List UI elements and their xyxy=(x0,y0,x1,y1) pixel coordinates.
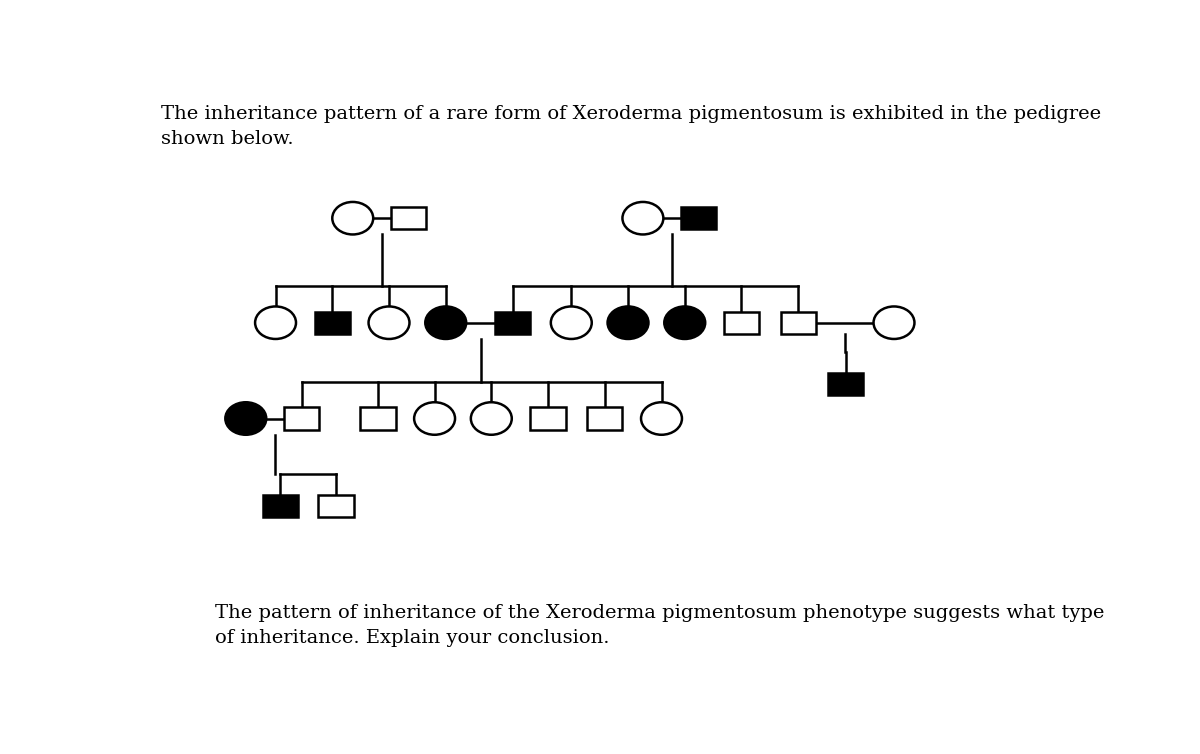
Ellipse shape xyxy=(414,402,455,435)
Ellipse shape xyxy=(607,306,648,339)
Bar xyxy=(496,311,530,334)
Ellipse shape xyxy=(874,306,914,339)
Ellipse shape xyxy=(256,306,296,339)
Bar xyxy=(780,311,816,334)
Bar xyxy=(587,407,623,430)
Bar xyxy=(284,407,319,430)
Ellipse shape xyxy=(332,202,373,234)
Bar xyxy=(391,207,426,229)
Bar xyxy=(314,311,350,334)
Ellipse shape xyxy=(665,306,706,339)
Text: The inheritance pattern of a rare form of Xeroderma pigmentosum is exhibited in : The inheritance pattern of a rare form o… xyxy=(161,105,1102,148)
Bar xyxy=(360,407,396,430)
Text: The pattern of inheritance of the Xeroderma pigmentosum phenotype suggests what : The pattern of inheritance of the Xerode… xyxy=(215,604,1104,647)
Bar xyxy=(828,372,863,394)
Ellipse shape xyxy=(623,202,664,234)
Bar xyxy=(318,495,354,516)
Ellipse shape xyxy=(470,402,511,435)
Ellipse shape xyxy=(641,402,682,435)
Ellipse shape xyxy=(368,306,409,339)
Bar xyxy=(682,207,716,229)
Bar xyxy=(263,495,298,516)
Bar xyxy=(724,311,760,334)
Bar xyxy=(530,407,565,430)
Ellipse shape xyxy=(425,306,466,339)
Ellipse shape xyxy=(226,402,266,435)
Ellipse shape xyxy=(551,306,592,339)
